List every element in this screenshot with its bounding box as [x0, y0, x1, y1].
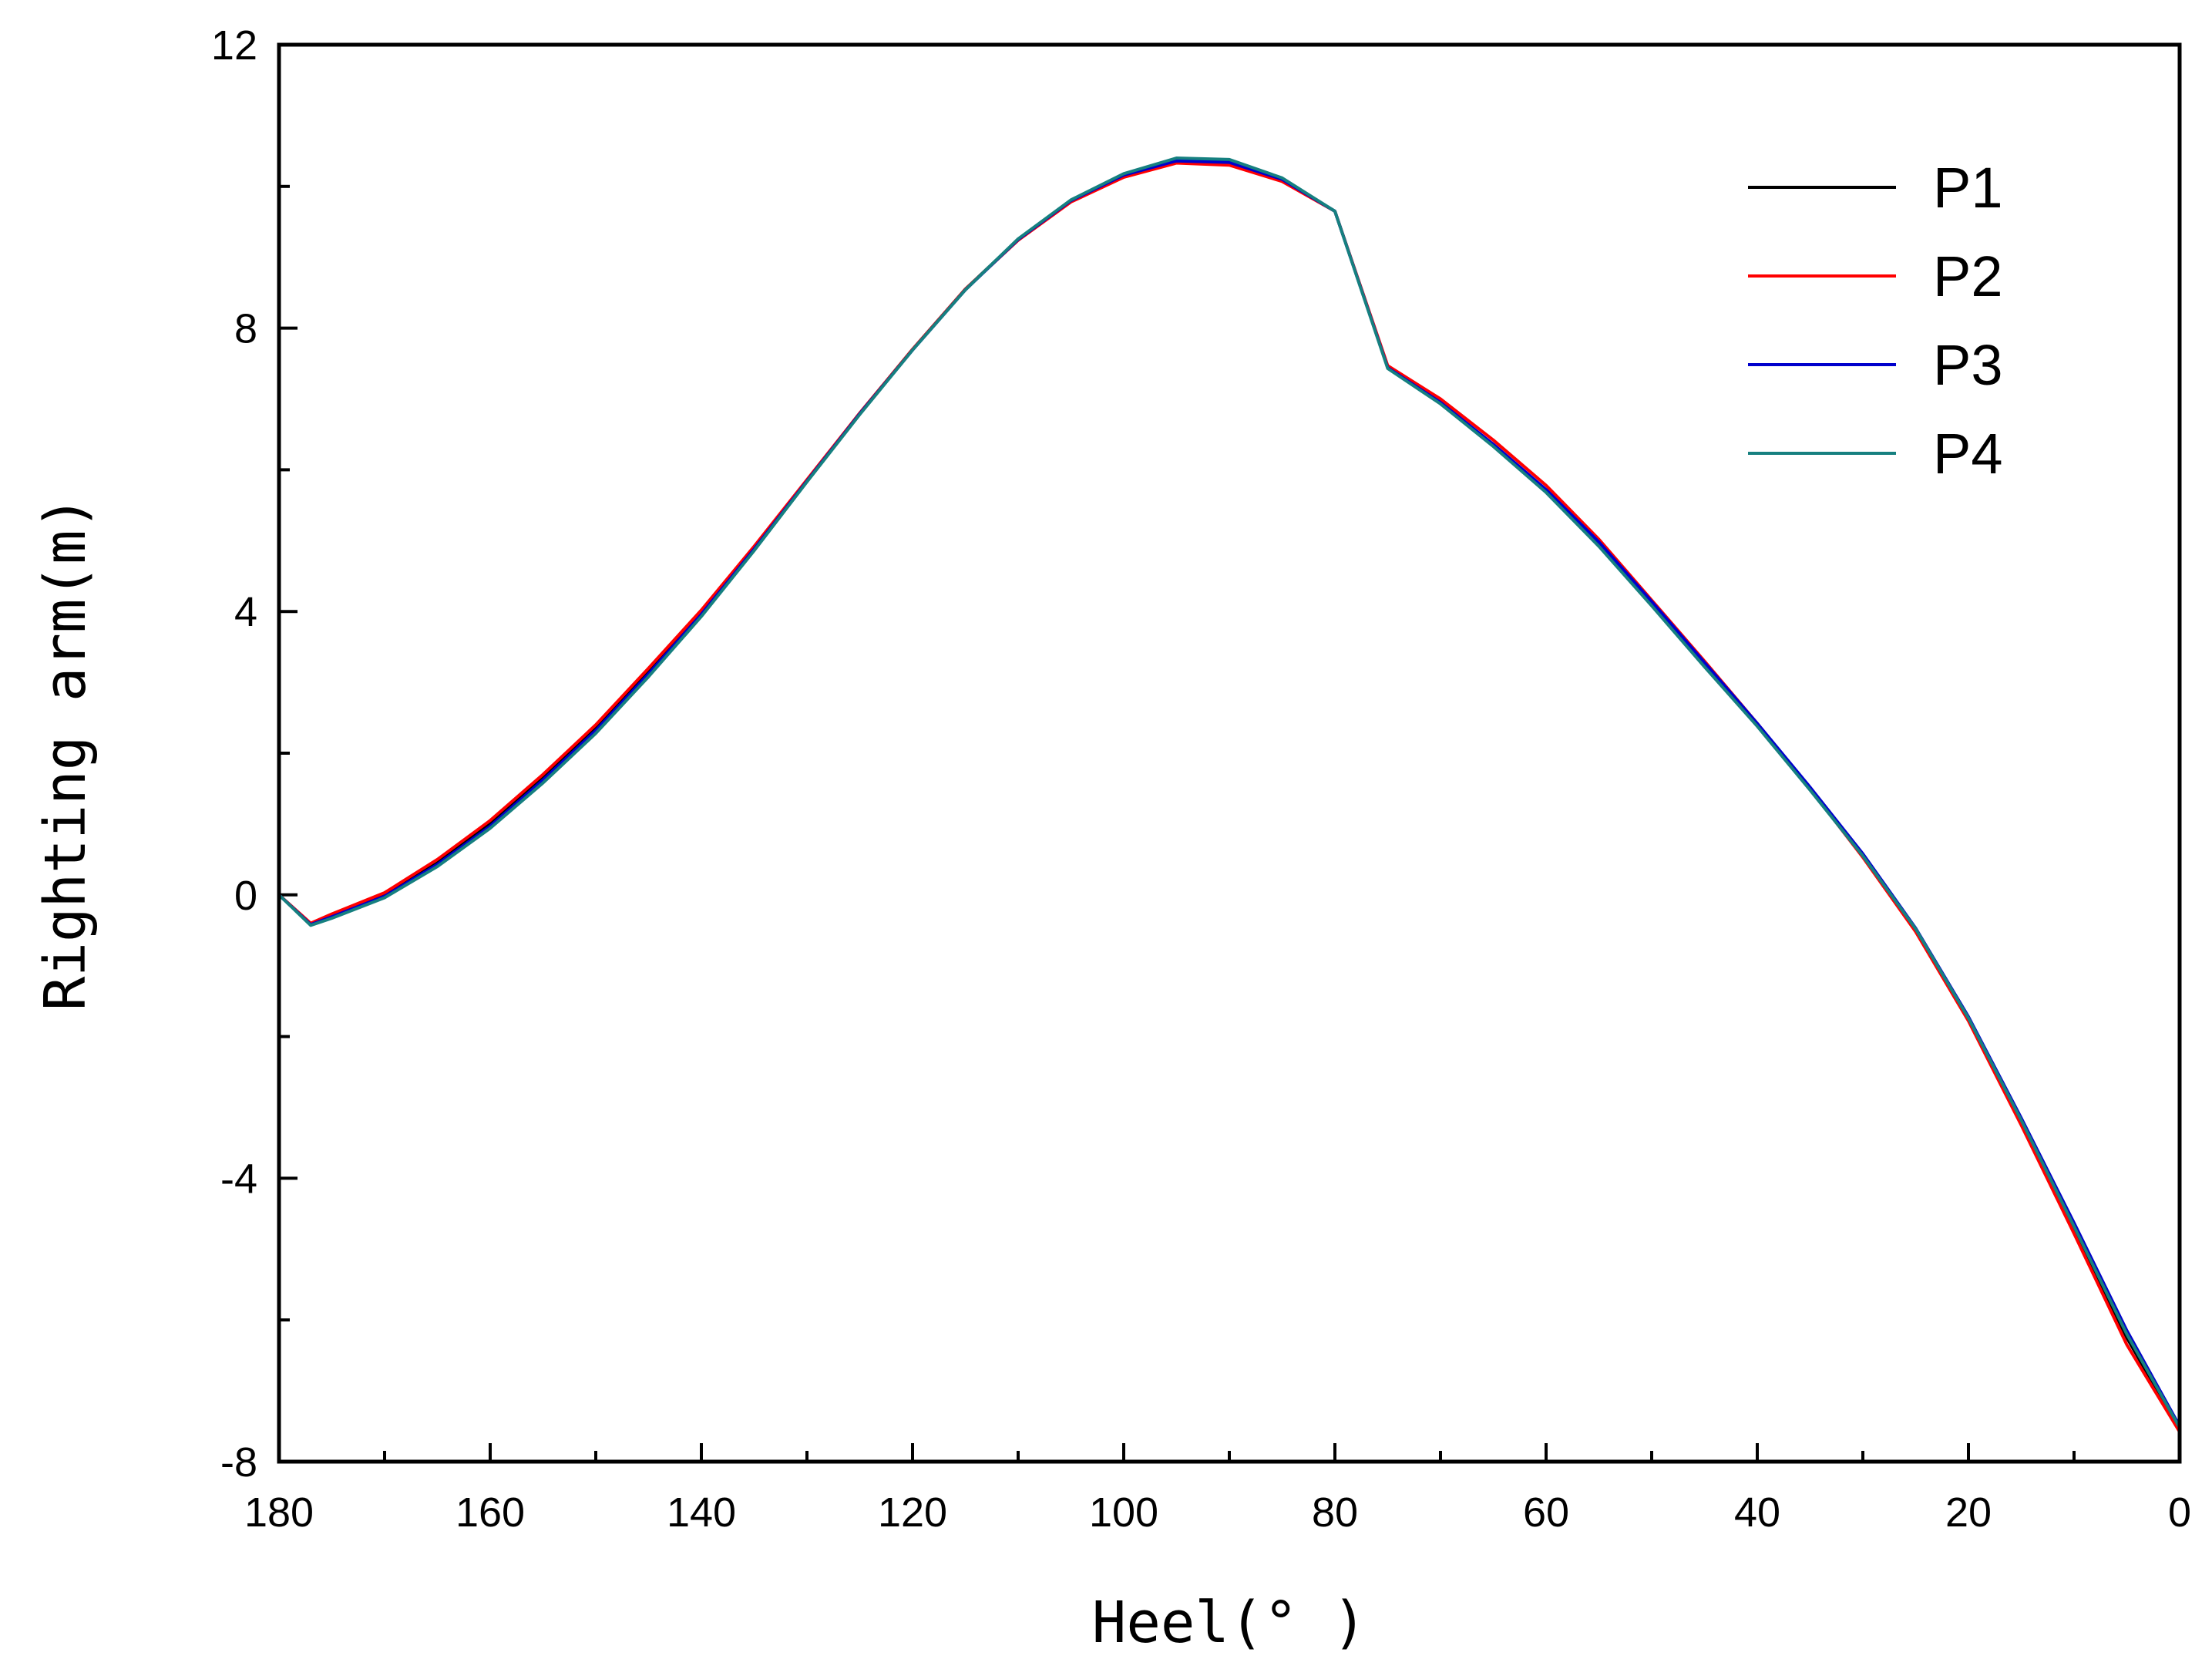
legend-label-p2: P2 — [1933, 244, 2003, 308]
series-line-p4 — [277, 156, 2181, 1428]
legend-label-p4: P4 — [1933, 422, 2003, 486]
x-tick-label: 180 — [244, 1489, 314, 1536]
x-axis-ticks: 180 160 140 120 100 80 60 40 20 0 — [244, 1443, 2191, 1536]
legend: P1 P2 P3 P4 — [1748, 156, 2003, 486]
y-axis-title: Righting arm(m) — [32, 496, 99, 1011]
x-axis-title: Heel(° ) — [1092, 1590, 1367, 1656]
y-tick-label: -4 — [220, 1156, 257, 1202]
x-tick-label: 140 — [667, 1489, 736, 1536]
y-tick-label: 4 — [234, 589, 257, 635]
plot-area — [279, 45, 2180, 1462]
y-tick-label: 12 — [211, 22, 257, 69]
x-tick-label: 0 — [2168, 1489, 2191, 1536]
legend-label-p1: P1 — [1933, 156, 2003, 220]
y-tick-label: -8 — [220, 1439, 257, 1486]
x-tick-label: 20 — [1945, 1489, 1992, 1536]
plot-frame — [277, 42, 2182, 1464]
x-tick-label: 160 — [456, 1489, 525, 1536]
y-tick-label: 8 — [234, 306, 257, 352]
y-axis-ticks: 12 8 4 0 -4 -8 — [211, 22, 298, 1486]
x-tick-label: 60 — [1523, 1489, 1569, 1536]
x-tick-label: 120 — [878, 1489, 947, 1536]
x-tick-label: 40 — [1734, 1489, 1780, 1536]
series-layer — [277, 156, 2181, 1433]
x-tick-label: 80 — [1312, 1489, 1358, 1536]
x-tick-label: 100 — [1089, 1489, 1158, 1536]
y-tick-label: 0 — [234, 873, 257, 919]
legend-label-p3: P3 — [1933, 333, 2003, 397]
